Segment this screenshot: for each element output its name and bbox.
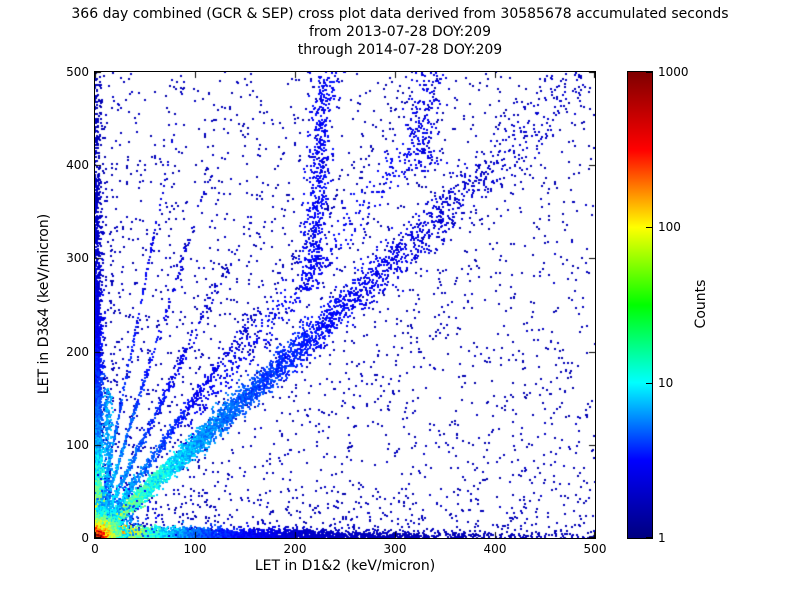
x-tick-label: 100 — [183, 542, 207, 556]
y-tick-label: 500 — [66, 65, 89, 79]
plot-subtitle-from: from 2013-07-28 DOY:209 — [308, 24, 491, 40]
x-tick-label: 200 — [283, 542, 307, 556]
x-tick-label: 500 — [583, 542, 607, 556]
x-tick-label: 300 — [383, 542, 407, 556]
y-tick-label: 400 — [66, 158, 89, 173]
y-tick-label: 200 — [66, 344, 89, 359]
x-axis-label: LET in D1&2 (keV/micron) — [254, 558, 436, 574]
y-axis-label: LET in D3&4 (keV/micron) — [36, 213, 52, 395]
colorbar-tick-mark — [646, 383, 652, 384]
y-tick-label: 300 — [66, 251, 89, 266]
colorbar-tick-label: 100 — [658, 220, 681, 235]
x-tick-label: 400 — [483, 542, 507, 556]
colorbar-tick-mark — [646, 72, 652, 73]
scatter-canvas — [95, 72, 595, 538]
colorbar-tick-mark — [646, 227, 652, 228]
y-tick-label: 100 — [66, 437, 89, 452]
colorbar-tick-label: 10 — [658, 375, 674, 390]
colorbar — [627, 71, 653, 539]
colorbar-label: Counts — [693, 279, 709, 329]
colorbar-tick-label: 1000 — [658, 65, 689, 79]
y-tick-label: 0 — [81, 531, 89, 545]
plot-title: 366 day combined (GCR & SEP) cross plot … — [71, 6, 729, 22]
x-tick-label: 0 — [91, 542, 99, 556]
colorbar-tick-mark — [646, 537, 652, 538]
plot-subtitle-through: through 2014-07-28 DOY:209 — [297, 42, 503, 58]
plot-area — [94, 71, 596, 539]
colorbar-tick-label: 1 — [658, 531, 666, 545]
